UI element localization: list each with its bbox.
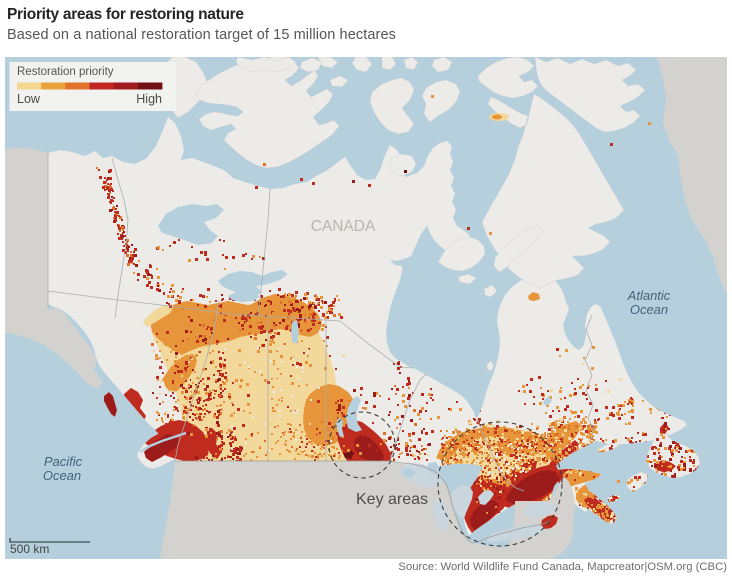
svg-text:Ocean: Ocean (630, 302, 668, 317)
svg-text:500 km: 500 km (10, 542, 49, 556)
svg-text:Atlantic: Atlantic (627, 288, 671, 303)
svg-text:CANADA: CANADA (311, 218, 376, 235)
svg-text:Low: Low (17, 92, 41, 106)
svg-text:Pacific: Pacific (44, 454, 83, 469)
svg-text:High: High (136, 92, 162, 106)
svg-text:Ocean: Ocean (43, 468, 81, 483)
svg-text:Restoration priority: Restoration priority (17, 66, 114, 78)
svg-text:Key areas: Key areas (356, 491, 428, 508)
